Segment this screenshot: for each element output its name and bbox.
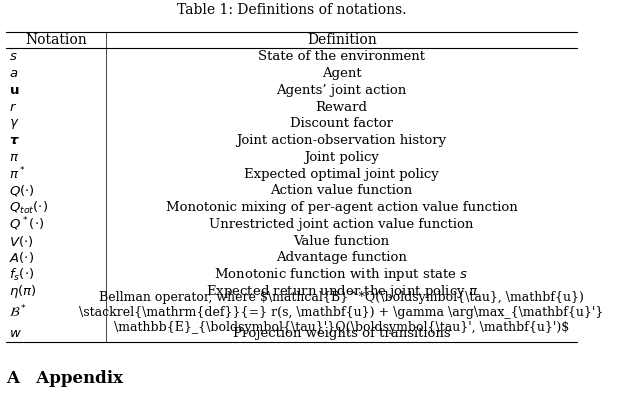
Text: Expected return under the joint policy $\pi$: Expected return under the joint policy $…: [205, 283, 478, 300]
Text: Action value function: Action value function: [271, 184, 413, 197]
Text: $a$: $a$: [9, 67, 18, 80]
Text: Joint policy: Joint policy: [304, 151, 379, 164]
Text: Definition: Definition: [307, 33, 376, 47]
Text: $\boldsymbol{\tau}$: $\boldsymbol{\tau}$: [9, 134, 20, 147]
Text: Discount factor: Discount factor: [290, 117, 393, 130]
Text: $V(\cdot)$: $V(\cdot)$: [9, 234, 33, 249]
Text: Reward: Reward: [316, 101, 367, 114]
Text: Table 1: Definitions of notations.: Table 1: Definitions of notations.: [177, 3, 406, 17]
Text: $\eta(\pi)$: $\eta(\pi)$: [9, 283, 36, 300]
Text: State of the environment: State of the environment: [258, 50, 425, 63]
Text: $\pi$: $\pi$: [9, 151, 19, 164]
Text: Bellman operator, where $\mathcal{B}^*Q(\boldsymbol{\tau}, \mathbf{u}) \stackrel: Bellman operator, where $\mathcal{B}^*Q(…: [79, 291, 604, 334]
Text: Notation: Notation: [25, 33, 87, 47]
Text: Monotonic mixing of per-agent action value function: Monotonic mixing of per-agent action val…: [166, 201, 518, 214]
Text: $w$: $w$: [9, 327, 22, 340]
Text: A   Appendix: A Appendix: [6, 370, 123, 387]
Text: Agent: Agent: [322, 67, 362, 80]
Text: $\pi^*$: $\pi^*$: [9, 166, 26, 182]
Text: Unrestricted joint action value function: Unrestricted joint action value function: [209, 218, 474, 231]
Text: $f_s(\cdot)$: $f_s(\cdot)$: [9, 267, 34, 282]
Text: $\gamma$: $\gamma$: [9, 117, 19, 131]
Text: $\mathcal{B}^*$: $\mathcal{B}^*$: [9, 304, 26, 321]
Text: Projection weights of transitions: Projection weights of transitions: [233, 327, 451, 340]
Text: Joint action-observation history: Joint action-observation history: [237, 134, 447, 147]
Text: Agents’ joint action: Agents’ joint action: [276, 84, 407, 97]
Text: $r$: $r$: [9, 101, 17, 114]
Text: $s$: $s$: [9, 50, 17, 63]
Text: $Q(\cdot)$: $Q(\cdot)$: [9, 183, 35, 198]
Text: Advantage function: Advantage function: [276, 251, 407, 264]
Text: $\mathbf{u}$: $\mathbf{u}$: [9, 84, 19, 97]
Text: Value function: Value function: [294, 235, 390, 248]
Text: $A(\cdot)$: $A(\cdot)$: [9, 250, 34, 265]
Text: $Q^*(\cdot)$: $Q^*(\cdot)$: [9, 215, 44, 233]
Text: $Q_{tot}(\cdot)$: $Q_{tot}(\cdot)$: [9, 200, 48, 215]
Text: Monotonic function with input state $s$: Monotonic function with input state $s$: [214, 266, 469, 283]
Text: Expected optimal joint policy: Expected optimal joint policy: [244, 168, 439, 181]
